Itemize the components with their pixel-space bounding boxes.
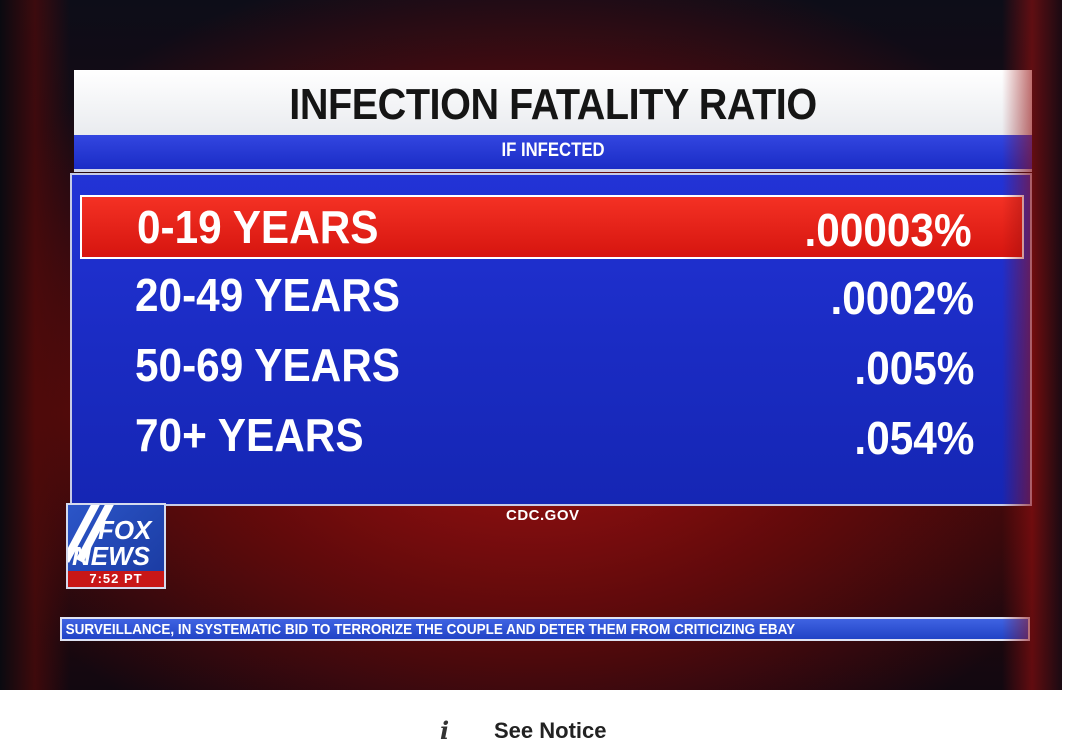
age-label: 20-49 YEARS [135, 269, 401, 321]
ratio-table: 0-19 YEARS .00003% 20-49 YEARS .0002% 50… [70, 173, 1032, 506]
title-bar: INFECTION FATALITY RATIO [74, 70, 1032, 135]
age-label: 50-69 YEARS [135, 339, 401, 391]
info-icon: i [440, 716, 450, 745]
source-label: CDC.GOV [506, 507, 580, 524]
notice-label: See Notice [494, 718, 607, 743]
ratio-value: .0002% [830, 272, 974, 324]
logo-text-news: NEWS [72, 541, 150, 571]
see-notice-link[interactable]: i See Notice [440, 716, 607, 746]
divider [74, 169, 1032, 172]
ratio-value: .00003% [804, 204, 972, 256]
logo-text-fox: FOX [98, 515, 152, 545]
logo-clock: 7:52 PT [68, 571, 164, 587]
table-row: 20-49 YEARS .0002% [80, 265, 1024, 329]
ratio-value: .005% [853, 342, 974, 394]
graphic-subtitle: IF INFECTED [501, 140, 605, 161]
table-row: 50-69 YEARS .005% [80, 335, 1024, 399]
ratio-value: .054% [853, 412, 974, 464]
graphic-title: INFECTION FATALITY RATIO [289, 80, 817, 129]
fox-news-logo: FOX NEWS 7:52 PT [66, 503, 166, 589]
subtitle-bar: IF INFECTED [74, 135, 1032, 169]
age-label: 0-19 YEARS [137, 201, 379, 253]
tv-screenshot: INFECTION FATALITY RATIO IF INFECTED 0-1… [0, 0, 1062, 690]
age-label: 70+ YEARS [135, 409, 364, 461]
table-row: 70+ YEARS .054% [80, 405, 1024, 469]
news-ticker: SURVEILLANCE, IN SYSTEMATIC BID TO TERRO… [60, 617, 1030, 641]
ticker-text: SURVEILLANCE, IN SYSTEMATIC BID TO TERRO… [65, 621, 796, 638]
table-row: 0-19 YEARS .00003% [80, 195, 1024, 259]
